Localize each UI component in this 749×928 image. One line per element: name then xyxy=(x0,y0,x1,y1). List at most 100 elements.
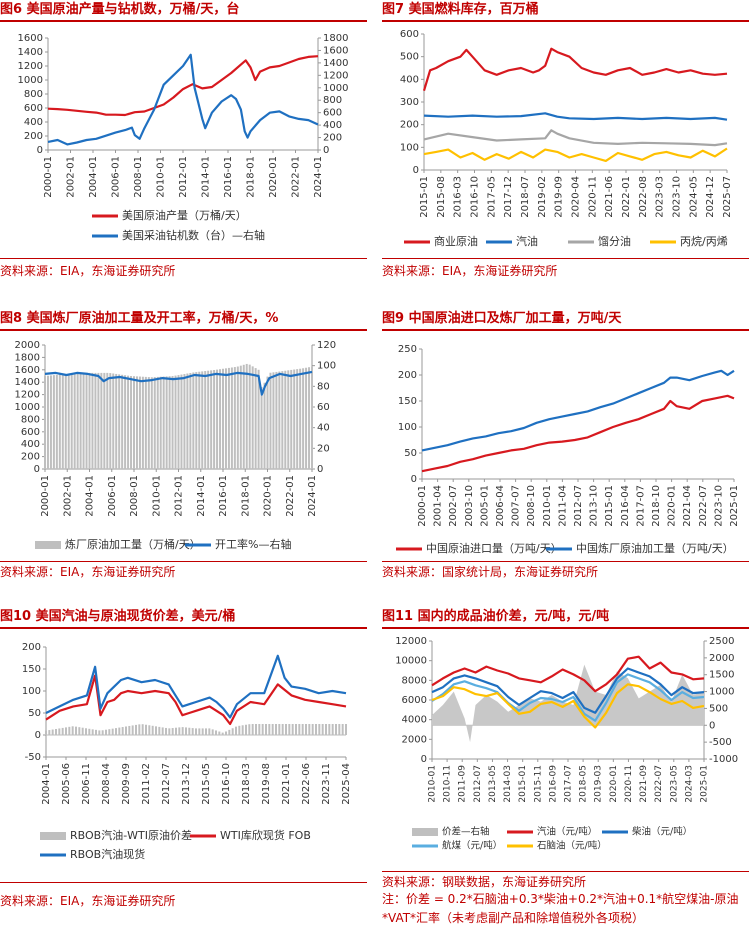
p10-series-0-bar xyxy=(331,724,334,735)
p8-series-0-bar xyxy=(94,372,97,469)
p8-series-0-bar xyxy=(121,374,124,469)
p6-ytick-label: 1000 xyxy=(18,75,43,86)
p10-series-0-bar xyxy=(128,725,131,735)
p10-series-0-bar xyxy=(111,728,114,735)
p8-series-0-bar xyxy=(251,366,254,469)
p8-series-0-bar xyxy=(248,364,251,469)
p8-series-0-bar xyxy=(112,373,115,469)
p7-xtick-label: 2018-07 xyxy=(520,176,531,218)
p10-series-0-bars xyxy=(45,724,347,735)
p8-series-0-bar xyxy=(141,376,144,469)
p7-series-1-line xyxy=(423,112,728,121)
p10-xtick-label: 2006-11 xyxy=(81,763,92,805)
p10-series-0-bar xyxy=(98,730,101,735)
p8-xtick-label: 2022-01 xyxy=(285,475,296,517)
p9-ytick-label: 100 xyxy=(398,422,417,433)
p9-xtick-label: 2006-04 xyxy=(495,485,506,527)
p10-xtick-label: 2022-06 xyxy=(301,763,312,805)
p6-ytick-right-label: 1200 xyxy=(323,70,348,81)
panel-fig9: 图9 中国原油进口及炼厂加工量，万吨/天 0 50 100 150 200 250 2000… xyxy=(382,309,749,584)
fig9-rule xyxy=(382,561,749,562)
panel-fig7: 图7 美国燃料库存，百万桶 0 100 200 300 400 500 600 2015-01… xyxy=(382,0,749,282)
p10-series-0-bar xyxy=(81,727,84,735)
p7-xtick-label: 2021-06 xyxy=(604,176,615,218)
p11-legend-label: 汽油（元/吨） xyxy=(537,826,597,838)
p10-series-0-bar xyxy=(211,729,214,735)
p8-series-0-bar xyxy=(67,373,70,469)
p8-series-0-bar xyxy=(272,372,275,469)
p9-xtick-label: 2001-04 xyxy=(433,485,444,527)
p8-series-0-bar xyxy=(49,375,52,469)
p9-xtick-label: 2002-07 xyxy=(448,485,459,527)
p10-legend-swatch xyxy=(40,832,66,840)
p10-series-0-bar xyxy=(161,727,164,735)
p10-series-0-bar xyxy=(248,724,251,735)
p7-ytick-label: 100 xyxy=(400,142,419,153)
p8-series-0-bar xyxy=(233,367,236,469)
p8-xtick-label: 2020-01 xyxy=(263,475,274,517)
p10-series-0-bar xyxy=(238,725,241,735)
p9-xtick-label: 2016-04 xyxy=(620,485,631,527)
p8-series-0-bar xyxy=(46,375,49,469)
p11-xtick-label: 2015-11 xyxy=(533,765,543,803)
p8-xtick-label: 2006-01 xyxy=(107,475,118,517)
p8-ytick-label: 1000 xyxy=(15,402,40,413)
fig10-rule xyxy=(0,882,367,883)
p8-series-0-bar xyxy=(263,382,266,469)
p8-series-0-bar xyxy=(174,375,177,469)
p6-ytick-label: 600 xyxy=(24,103,43,114)
p10-series-0-bar xyxy=(195,728,197,735)
p6-ytick-label: 0 xyxy=(37,145,43,156)
p7-xtick-label: 2016-03 xyxy=(453,176,464,218)
p7-series-2-line xyxy=(423,129,728,147)
p11-xtick-label: 2017-07 xyxy=(564,765,574,803)
p8-ytick-label: 1800 xyxy=(15,352,40,363)
p10-series-0-bar xyxy=(155,726,157,735)
p6-ytick-label: 200 xyxy=(24,131,43,142)
p8-xtick-label: 2012-01 xyxy=(174,475,185,517)
p9-xtick-label: 2017-07 xyxy=(635,485,646,527)
p10-series-0-bar xyxy=(68,726,71,735)
p10-series-0-bar xyxy=(261,724,264,735)
p8-series-0-bar xyxy=(162,376,165,469)
p11-ytick-right-label: 2000 xyxy=(709,653,734,664)
p10-series-0-bar xyxy=(101,730,104,735)
p8-series-0-bar xyxy=(44,376,46,469)
p7-ytick-label: 500 xyxy=(400,52,419,63)
p8-series-0-bar xyxy=(281,371,284,469)
p10-series-0-bar xyxy=(308,724,311,735)
p10-series-0-bar xyxy=(178,727,181,735)
p10-xtick-label: 2008-04 xyxy=(101,763,112,805)
p8-series-0-bar xyxy=(88,372,91,469)
fig6-title: 图6 美国原油产量与钻机数，万桶/天，台 xyxy=(0,0,367,22)
p10-series-0-bar xyxy=(201,728,204,735)
p8-series-0-bar xyxy=(130,376,133,469)
p6-ytick-label: 1400 xyxy=(18,47,43,58)
p10-series-0-bar xyxy=(171,728,174,735)
p10-series-0-bar xyxy=(95,729,97,735)
p11-legend-label: 航煤（元/吨） xyxy=(442,840,502,852)
p10-series-0-bar xyxy=(198,728,201,735)
p10-series-0-bar xyxy=(108,729,111,735)
p6-ytick-right-label: 1800 xyxy=(323,33,348,44)
p6-series-1-line xyxy=(47,53,319,146)
p10-series-0-bar xyxy=(65,727,67,735)
p11-xtick-label: 2015-01 xyxy=(518,765,528,803)
p11-legend-swatch xyxy=(412,828,438,836)
p10-series-0-bar xyxy=(338,724,341,735)
p7-xtick-label: 2017-05 xyxy=(486,176,497,218)
p11-xtick-label: 2020-01 xyxy=(609,765,619,803)
p10-series-0-bar xyxy=(268,724,271,735)
p10-series-0-bar xyxy=(255,724,257,735)
p8-xtick-label: 2004-01 xyxy=(85,475,96,517)
p7-xtick-label: 2015-08 xyxy=(436,176,447,218)
p8-ytick-label: 800 xyxy=(21,414,40,425)
p9-xtick-label: 2015-01 xyxy=(604,485,615,527)
p10-series-0-bar xyxy=(328,724,331,735)
p11-series-1-line xyxy=(431,655,705,693)
p10-series-0-bar xyxy=(165,727,167,735)
p8-series-0-bar xyxy=(91,372,94,469)
p8-series-0-bar xyxy=(216,369,219,469)
p10-series-0-bar xyxy=(105,729,107,735)
p10-series-0-bar xyxy=(121,727,124,735)
